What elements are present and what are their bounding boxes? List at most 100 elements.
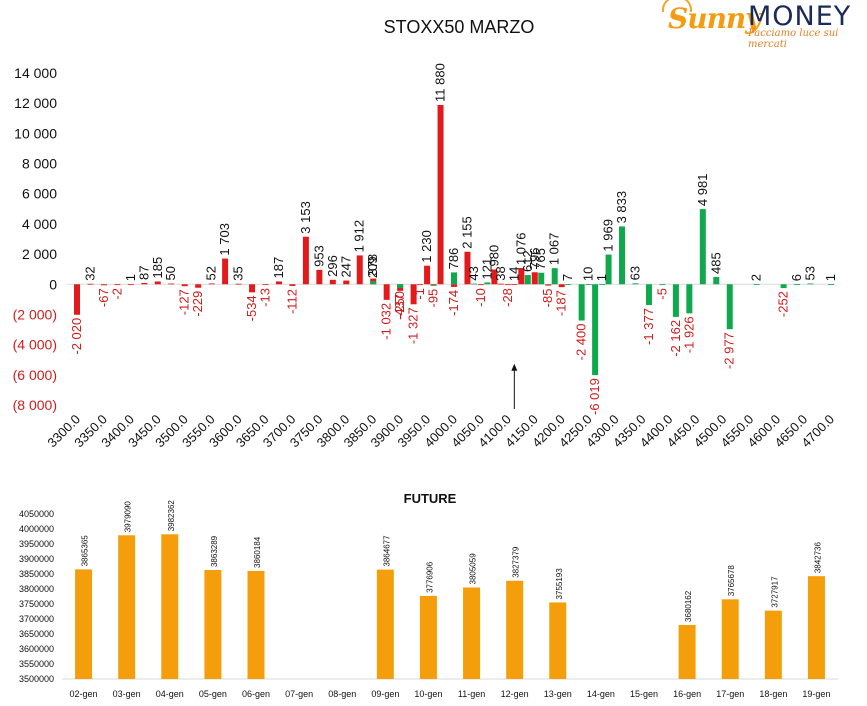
data-label: 10 <box>581 267 596 281</box>
future-x-tick-label: 08-gen <box>328 689 356 699</box>
bar <box>497 283 504 285</box>
future-data-label: 3863289 <box>210 535 219 567</box>
bar <box>558 284 565 288</box>
bar <box>417 284 424 286</box>
future-x-tick-label: 03-gen <box>113 689 141 699</box>
future-x-tick-label: 19-gen <box>802 689 830 699</box>
future-bars: 3865365 3979090 3982362 3863289 3860184 38646… <box>75 500 825 679</box>
future-x-tick-label: 16-gen <box>673 689 701 699</box>
future-x-tick-label: 07-gen <box>285 689 313 699</box>
data-label: -1 926 <box>681 316 696 353</box>
bar <box>74 284 80 315</box>
data-label: 35 <box>231 266 246 280</box>
data-label: -13 <box>258 288 273 307</box>
data-label: 3 153 <box>298 201 313 234</box>
data-label: -437 <box>392 294 407 320</box>
data-label: 296 <box>325 255 340 277</box>
y-tick-label: 2 000 <box>22 246 57 262</box>
data-label: 43 <box>466 266 481 280</box>
bar <box>127 284 134 286</box>
data-label: 1 <box>123 274 138 281</box>
data-label: 796 <box>527 248 542 270</box>
data-label: -67 <box>96 288 111 307</box>
future-x-axis: 02-gen 03-gen 04-gen 05-gen 06-gen 07-gen 08-g… <box>70 689 831 699</box>
bar <box>645 284 652 306</box>
data-label: 53 <box>803 266 818 280</box>
future-y-tick-label: 3500000 <box>19 674 54 684</box>
bar <box>343 280 350 285</box>
data-label: 953 <box>311 245 326 267</box>
bar <box>659 284 666 286</box>
y-tick-label: (2 000) <box>13 306 57 322</box>
data-label: 185 <box>150 257 165 279</box>
data-label: -112 <box>284 289 299 314</box>
bar <box>329 279 336 285</box>
data-label: 32 <box>82 266 97 280</box>
data-label: 1 703 <box>217 223 232 256</box>
future-bar <box>118 535 136 679</box>
bar <box>504 284 511 286</box>
future-data-label: 3727917 <box>770 576 779 608</box>
bar <box>302 236 309 285</box>
bar <box>141 282 148 285</box>
x-axis: 3300.03350.03400.03450.03500.03550.03600… <box>44 412 837 451</box>
future-bar <box>764 610 782 679</box>
data-label: 1 067 <box>547 233 562 266</box>
bar <box>619 226 626 285</box>
future-y-tick-label: 3750000 <box>19 599 54 609</box>
future-x-tick-label: 18-gen <box>759 689 787 699</box>
bar <box>195 284 202 288</box>
future-bar <box>463 587 481 679</box>
future-x-tick-label: 04-gen <box>156 689 184 699</box>
data-label: 187 <box>271 257 286 279</box>
bar <box>100 284 107 286</box>
data-label: 3 833 <box>614 191 629 224</box>
bar <box>235 283 242 285</box>
bar <box>451 284 457 287</box>
data-label: -229 <box>190 291 205 317</box>
bar <box>410 284 417 305</box>
data-label: 1 <box>823 274 838 281</box>
bar <box>592 284 599 376</box>
y-tick-label: 8 000 <box>22 156 57 172</box>
future-x-tick-label: 10-gen <box>414 689 442 699</box>
bar <box>262 284 269 286</box>
bar <box>397 284 404 289</box>
sun-icon <box>662 0 692 12</box>
future-y-tick-label: 4050000 <box>19 509 54 519</box>
future-y-tick-label: 3600000 <box>19 644 54 654</box>
future-chart: FUTURE 3500000 3550000 3600000 3650000 37000… <box>19 491 838 699</box>
future-data-label: 3827379 <box>512 546 521 578</box>
data-label: -127 <box>177 289 192 315</box>
data-label: -187 <box>554 290 569 316</box>
future-data-label: 3979090 <box>124 501 133 533</box>
bar <box>551 268 558 285</box>
bars <box>74 104 834 376</box>
bar <box>565 284 572 285</box>
future-data-label: 3982362 <box>167 500 176 532</box>
sunny-money-logo: Sunny MONEY Facciamo luce sui mercati <box>662 0 862 50</box>
data-label: 1 230 <box>419 230 434 263</box>
data-label: 2 <box>749 274 764 281</box>
logo-tagline: Facciamo luce sui mercati <box>748 28 839 50</box>
future-data-label: 3765678 <box>727 565 736 597</box>
bar <box>289 284 296 286</box>
bar <box>713 276 720 285</box>
bar <box>585 284 592 285</box>
data-label: -95 <box>426 289 441 308</box>
bar <box>518 268 525 285</box>
future-bar <box>419 595 437 679</box>
future-data-label: 3842736 <box>813 541 822 573</box>
bar <box>545 284 552 286</box>
data-label: -1 327 <box>406 307 421 344</box>
future-x-tick-label: 06-gen <box>242 689 270 699</box>
future-y-tick-label: 3650000 <box>19 629 54 639</box>
data-label: -252 <box>776 291 791 317</box>
bar <box>470 283 477 285</box>
y-tick-label: (8 000) <box>13 397 57 413</box>
data-label: 378 <box>365 254 380 276</box>
data-label: 247 <box>338 256 353 278</box>
future-chart-title: FUTURE <box>404 491 457 506</box>
y-tick-label: 12 000 <box>14 95 57 111</box>
